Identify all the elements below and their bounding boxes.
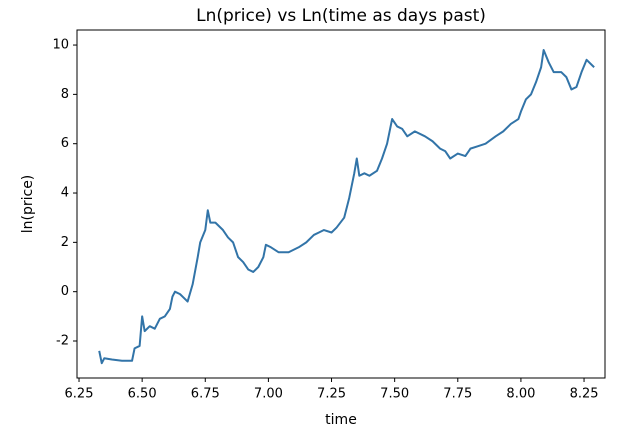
y-tick-label: -2 [56, 334, 69, 349]
y-tick-label: 0 [61, 284, 69, 299]
y-tick-label: 10 [52, 38, 69, 53]
x-tick-label: 6.50 [128, 387, 157, 402]
x-tick-label: 7.50 [380, 387, 409, 402]
x-tick-label: 7.75 [443, 387, 472, 402]
y-tick-label: 6 [61, 136, 69, 151]
x-tick-label: 6.25 [65, 387, 94, 402]
axes-frame [76, 29, 606, 379]
x-tick-label: 8.00 [506, 387, 535, 402]
y-tick-label: 8 [61, 87, 69, 102]
x-tick-label: 6.75 [191, 387, 220, 402]
y-tick-label: 4 [61, 186, 69, 201]
y-tick-label: 2 [61, 235, 69, 250]
y-axis-label: ln(price) [20, 175, 36, 234]
chart-title: Ln(price) vs Ln(time as days past) [196, 6, 486, 26]
line-series [98, 48, 595, 365]
x-tick-label: 7.25 [317, 387, 346, 402]
x-axis-label: time [325, 412, 357, 428]
x-tick-label: 8.25 [570, 387, 599, 402]
x-tick-label: 7.00 [254, 387, 283, 402]
